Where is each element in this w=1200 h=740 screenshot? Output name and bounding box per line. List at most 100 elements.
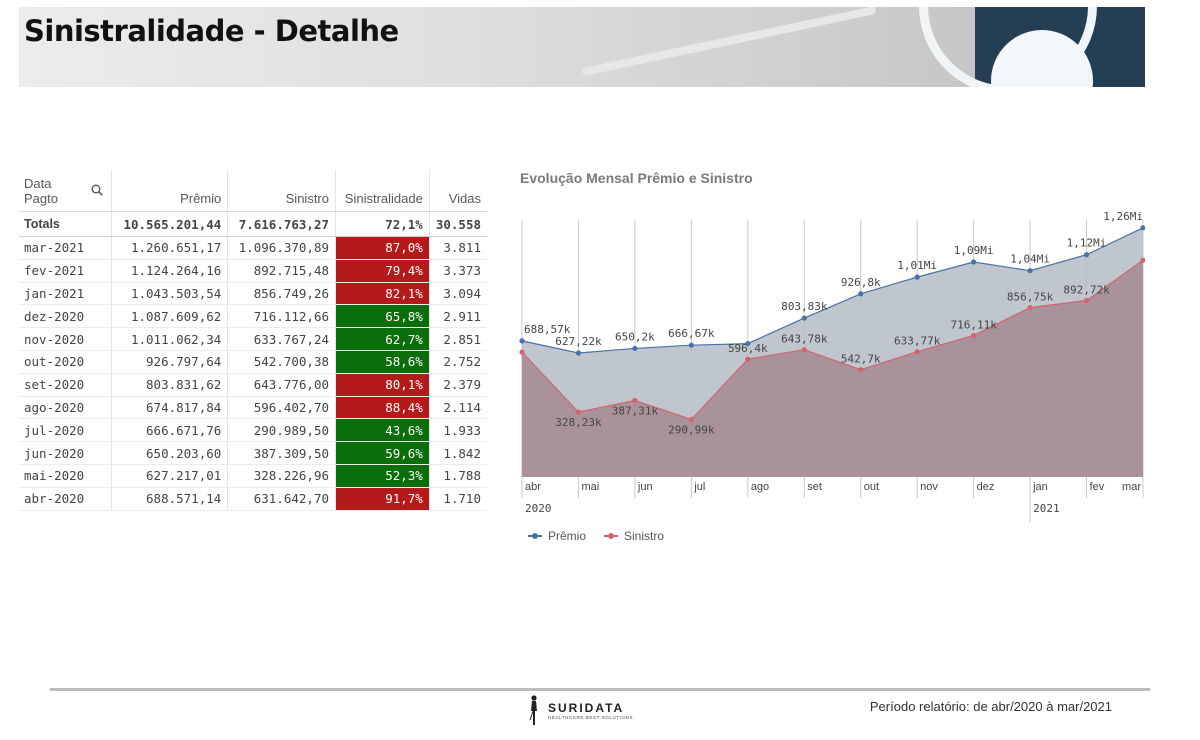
- premio-point: [745, 340, 751, 347]
- totals-sinistro: 7.616.763,27: [227, 211, 336, 237]
- totals-premio: 10.565.201,44: [111, 211, 229, 237]
- cell-sinistro: 290.989,50: [227, 418, 336, 443]
- cell-sinistralidade: 91,7%: [335, 487, 430, 511]
- cell-sinistralidade: 52,3%: [335, 464, 430, 488]
- column-header-sinistro[interactable]: Sinistro: [227, 170, 336, 212]
- x-tick-label: nov: [920, 481, 938, 493]
- footer-divider: [50, 688, 1150, 691]
- cell-sinistro: 596.402,70: [227, 396, 336, 420]
- cell-sinistro: 631.642,70: [227, 487, 336, 511]
- premio-point: [801, 315, 807, 321]
- x-tick-label: dez: [977, 481, 995, 493]
- cell-date: mai-2020: [19, 464, 112, 488]
- cell-sinistro: 643.776,00: [227, 373, 336, 397]
- table-header-row: Data Pagto Prêmio Sinistro Sinistralidad…: [19, 170, 487, 212]
- premio-point: [519, 338, 525, 344]
- table-row[interactable]: abr-2020 688.571,14 631.642,70 91,7% 1.710: [19, 487, 487, 511]
- cell-sinistralidade: 43,6%: [335, 418, 430, 443]
- table-row[interactable]: mar-2021 1.260.651,17 1.096.370,89 87,0% 3.8…: [19, 236, 487, 260]
- cell-premio: 803.831,62: [111, 373, 229, 397]
- sinistro-value-label: 328,23k: [555, 416, 602, 429]
- sinistro-value-label: 643,78k: [781, 333, 828, 346]
- x-tick-label: abr: [525, 481, 541, 493]
- table-row[interactable]: dez-2020 1.087.609,62 716.112,66 65,8% 2.911: [19, 304, 487, 329]
- premio-point: [914, 274, 920, 280]
- sinistro-point: [632, 397, 638, 404]
- x-tick-label: ago: [751, 481, 769, 493]
- legend-label-premio: Prêmio: [548, 529, 587, 543]
- sinistro-point: [1140, 257, 1145, 263]
- premio-point: [858, 291, 864, 297]
- sinistralidade-table: Data Pagto Prêmio Sinistro Sinistralidad…: [19, 170, 487, 511]
- totals-label: Totals: [19, 211, 112, 237]
- cell-vidas: 2.851: [429, 327, 487, 351]
- cell-vidas: 3.811: [429, 236, 487, 260]
- table-row[interactable]: out-2020 926.797,64 542.700,38 58,6% 2.752: [19, 350, 487, 374]
- cell-premio: 1.124.264,16: [111, 259, 229, 283]
- legend-label-sinistro: Sinistro: [624, 529, 665, 543]
- cell-sinistro: 387.309,50: [227, 441, 336, 465]
- table-row[interactable]: jun-2020 650.203,60 387.309,50 59,6% 1.842: [19, 441, 487, 465]
- sinistro-point: [745, 356, 751, 362]
- sinistro-point: [575, 409, 582, 415]
- search-icon[interactable]: [91, 184, 103, 196]
- golfer-icon: [529, 695, 537, 725]
- table-row[interactable]: fev-2021 1.124.264,16 892.715,48 79,4% 3.373: [19, 259, 487, 283]
- cell-vidas: 2.911: [429, 304, 487, 329]
- table-row[interactable]: ago-2020 674.817,84 596.402,70 88,4% 2.114: [19, 396, 487, 420]
- premio-value-label: 1,26Mi: [1103, 210, 1143, 223]
- banner-decoration: [581, 7, 877, 77]
- sinistro-point: [914, 349, 920, 355]
- cell-vidas: 1.842: [429, 441, 487, 465]
- premio-value-label: 1,09Mi: [954, 244, 994, 257]
- cell-sinistro: 328.226,96: [227, 464, 336, 488]
- column-header-premio[interactable]: Prêmio: [111, 170, 229, 212]
- cell-date: ago-2020: [19, 396, 112, 420]
- cell-vidas: 2.114: [429, 396, 487, 420]
- column-header-sinistralidade[interactable]: Sinistralidade: [335, 170, 430, 212]
- premio-value-label: 803,83k: [781, 300, 828, 313]
- column-header-vidas[interactable]: Vidas: [429, 170, 487, 212]
- cell-sinistralidade: 80,1%: [335, 373, 430, 397]
- cell-premio: 1.043.503,54: [111, 282, 229, 306]
- cell-vidas: 1.710: [429, 487, 487, 511]
- logo-name: SURIDATA: [548, 700, 625, 715]
- x-year-label: 2020: [525, 502, 552, 515]
- column-header-date[interactable]: Data Pagto: [19, 170, 112, 212]
- premio-value-label: 1,04Mi: [1010, 253, 1050, 266]
- sinistro-value-label: 596,4k: [728, 342, 768, 355]
- cell-sinistro: 1.096.370,89: [227, 236, 336, 260]
- premio-point: [1027, 268, 1033, 274]
- table-row[interactable]: nov-2020 1.011.062,34 633.767,24 62,7% 2.851: [19, 327, 487, 351]
- sinistro-point: [688, 416, 694, 423]
- cell-sinistralidade: 58,6%: [335, 350, 430, 374]
- premio-point: [971, 259, 977, 265]
- x-tick-label: mai: [581, 481, 599, 493]
- cell-premio: 666.671,76: [111, 418, 229, 443]
- cell-sinistralidade: 82,1%: [335, 282, 430, 306]
- x-year-label: 2021: [1033, 502, 1060, 515]
- table-row[interactable]: set-2020 803.831,62 643.776,00 80,1% 2.379: [19, 373, 487, 397]
- premio-point: [688, 342, 694, 348]
- cell-premio: 1.260.651,17: [111, 236, 229, 260]
- cell-date: out-2020: [19, 350, 112, 374]
- cell-date: jun-2020: [19, 441, 112, 465]
- cell-date: dez-2020: [19, 304, 112, 329]
- cell-sinistro: 542.700,38: [227, 350, 336, 374]
- cell-vidas: 1.788: [429, 464, 487, 488]
- table-row[interactable]: jul-2020 666.671,76 290.989,50 43,6% 1.933: [19, 418, 487, 443]
- cell-vidas: 1.933: [429, 418, 487, 443]
- legend-swatch-sinistro: [604, 533, 619, 539]
- x-tick-label: set: [807, 481, 822, 493]
- x-tick-label: jul: [693, 481, 705, 493]
- cell-sinistro: 633.767,24: [227, 327, 336, 351]
- table-row[interactable]: mai-2020 627.217,01 328.226,96 52,3% 1.788: [19, 464, 487, 488]
- premio-point: [1140, 225, 1145, 231]
- cell-vidas: 3.373: [429, 259, 487, 283]
- legend-item-sinistro[interactable]: Sinistro: [604, 529, 664, 543]
- sinistro-value-label: 892,72k: [1063, 284, 1110, 297]
- legend-item-premio[interactable]: Prêmio: [528, 529, 586, 543]
- cell-sinistralidade: 65,8%: [335, 304, 430, 329]
- table-row[interactable]: jan-2021 1.043.503,54 856.749,26 82,1% 3.094: [19, 282, 487, 306]
